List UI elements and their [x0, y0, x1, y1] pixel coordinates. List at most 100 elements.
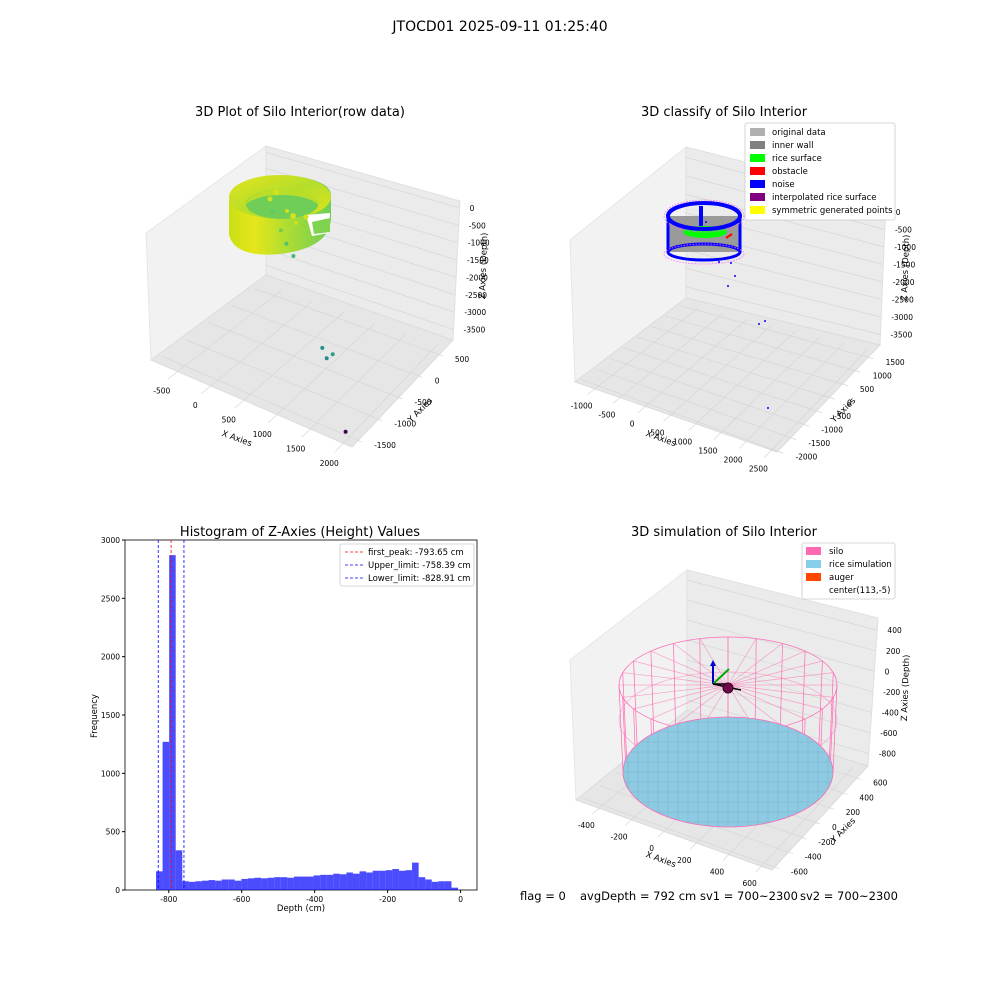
legend-swatch — [806, 547, 821, 555]
noise-point — [764, 320, 766, 322]
z-tick-label: -500 — [469, 221, 486, 230]
grid-line-x — [637, 319, 747, 413]
silo-spoke — [727, 684, 823, 710]
point-cloud-ring — [229, 175, 331, 255]
y-tick-label: -400 — [805, 853, 822, 862]
histogram-bar — [451, 887, 459, 890]
grid-line-x — [167, 290, 282, 380]
grid-line-z — [686, 599, 877, 652]
y-tick-label: -1000 — [821, 425, 843, 434]
silo-spoke — [633, 684, 729, 710]
x-tick-label: -200 — [379, 895, 396, 904]
x-tick-label: -500 — [153, 386, 170, 395]
silo-wire — [618, 684, 624, 773]
legend-box — [801, 542, 896, 600]
interpolated-ring-bottom — [663, 243, 745, 265]
z-tick-label: -400 — [882, 709, 899, 718]
legend-label: inner wall — [772, 141, 813, 151]
x-tick-label: 1000 — [673, 438, 692, 447]
histogram-bar — [182, 881, 189, 890]
y-tick-label: 500 — [455, 355, 470, 364]
surface-blobs — [267, 189, 309, 225]
noise-point — [730, 262, 732, 264]
x-tick-label: 2000 — [724, 456, 743, 465]
histogram-bar — [156, 871, 163, 890]
legend-label: noise — [772, 180, 795, 190]
grid-line-y — [581, 379, 784, 454]
silo-wire — [829, 672, 834, 758]
grid-line-z — [685, 286, 881, 335]
grid-line-x — [713, 337, 820, 440]
y-tick-label: -500 — [415, 398, 432, 407]
x-tick-label: 2500 — [749, 465, 768, 474]
legend-box — [339, 543, 475, 587]
grid-line-z — [686, 639, 874, 693]
y-tick-label: -600 — [791, 868, 808, 877]
grid-line-x — [587, 307, 699, 395]
x-tick-label: -400 — [578, 821, 595, 830]
z-tick-label: 0 — [470, 204, 475, 213]
z-tick-label: -3500 — [890, 331, 912, 340]
histogram-bar — [352, 873, 360, 890]
y-tick-label: 500 — [106, 828, 121, 837]
grid-line-z — [686, 679, 871, 734]
legend-swatch — [806, 586, 821, 594]
silo-wire — [818, 660, 823, 745]
histogram-bar — [412, 862, 419, 890]
legend: silo rice simulation auger center(113,-5) — [801, 542, 896, 600]
histogram-bar — [405, 870, 413, 890]
axes-ticks: -500 0 500 1000 1500 2000 -1500 -1000 -500 0 500 0 -… — [153, 204, 490, 468]
status-footer: flag = 0 avgDepth = 792 cm sv1 = 700~230… — [520, 889, 898, 903]
histogram-bar — [346, 872, 353, 890]
histogram-bar — [438, 881, 445, 890]
data-point — [291, 254, 296, 258]
x-tick-label: -800 — [160, 895, 177, 904]
silo-spoke — [650, 684, 729, 720]
silo-spoke — [727, 672, 834, 686]
sv2-text: sv2 = 700~2300 — [800, 889, 898, 903]
histogram-bar — [234, 880, 242, 890]
silo-spoke — [727, 660, 823, 686]
panel-title: Histogram of Z-Axies (Height) Values — [180, 525, 420, 540]
axis-ticks: -800 -600 -400 -200 0 0 500 1000 1500 2000 2500 300… — [101, 536, 463, 904]
histogram-bar — [359, 871, 367, 890]
y-tick-label: -500 — [834, 412, 851, 421]
panel-title: 3D classify of Silo Interior — [641, 105, 808, 120]
y-tick-label: 2000 — [101, 653, 120, 662]
x-tick-label: 0 — [458, 895, 463, 904]
z-tick-label: 200 — [886, 647, 901, 656]
legend-label: first_peak: -793.65 cm — [368, 548, 464, 558]
grid-line-y — [637, 336, 836, 400]
panel-title: 3D simulation of Silo Interior — [631, 525, 818, 540]
silo-wire — [801, 651, 806, 734]
legend-label: Upper_limit: -758.39 cm — [368, 561, 471, 571]
noise-point — [758, 323, 760, 325]
histogram-bar — [221, 879, 229, 890]
x-tick-label: 2000 — [320, 459, 339, 468]
grid-line-y — [665, 315, 861, 373]
y-tick-label: 0 — [435, 376, 440, 385]
grid-line-z — [685, 268, 882, 318]
grid-line-x — [764, 348, 869, 458]
silo-spoke — [727, 638, 757, 686]
histogram-bar — [320, 874, 327, 890]
grid-line-y — [185, 339, 383, 421]
y-tick-label: 400 — [859, 793, 874, 802]
silo-spoke — [727, 650, 806, 686]
panel-simulation: 3D simulation of Silo Interior -400 -200 0… — [569, 525, 912, 888]
histogram-bar — [313, 875, 321, 890]
z-tick-label: -600 — [880, 729, 897, 738]
auger — [710, 660, 742, 694]
interpolated-ring — [663, 199, 745, 233]
z-tick-label: -3500 — [464, 326, 486, 335]
rice-surface — [622, 716, 834, 828]
grid-line-z — [265, 264, 454, 330]
x-axis-label: X Axies — [220, 429, 253, 449]
panel-classify: 3D classify of Silo Interior -1000-50005… — [569, 105, 916, 474]
noise-point — [705, 221, 707, 223]
histogram-bar — [398, 870, 406, 890]
legend-label: rice simulation — [829, 560, 892, 570]
z-tick-label: -2000 — [893, 278, 915, 287]
silo-wire — [633, 660, 638, 745]
